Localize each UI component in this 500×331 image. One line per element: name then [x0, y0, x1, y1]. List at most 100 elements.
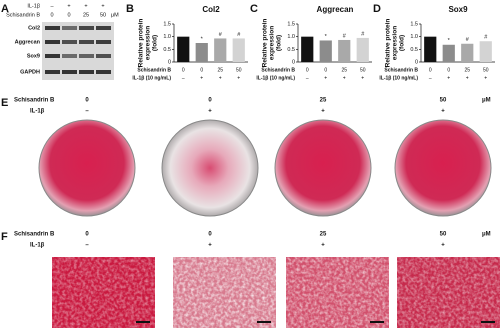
x-row-label: Schisandrin B	[261, 67, 295, 73]
row-value: 50	[440, 232, 447, 238]
band	[96, 40, 111, 44]
micrographs	[52, 257, 500, 328]
band-label: Sox9	[27, 53, 40, 59]
y-axis-label: (fold)	[399, 35, 406, 51]
significance-mark: *	[448, 38, 451, 44]
x-row-value: 0	[447, 67, 450, 73]
x-row-label: IL-1β (10 ng/mL)	[256, 75, 295, 81]
bar	[177, 36, 190, 62]
y-tick-label: 1.5	[410, 21, 418, 27]
significance-mark: #	[343, 33, 347, 39]
band	[62, 26, 77, 30]
micrograph-texture	[173, 257, 276, 328]
band	[79, 40, 94, 44]
y-axis-label: expression	[392, 26, 399, 60]
bar	[461, 43, 474, 62]
row-value: +	[441, 243, 445, 249]
x-row-value: 25	[464, 67, 470, 73]
y-tick-label: 0.5	[410, 47, 418, 53]
band	[62, 54, 77, 58]
band	[96, 26, 111, 30]
band	[96, 70, 111, 74]
dish-photo	[38, 119, 136, 217]
micrograph-texture	[286, 257, 389, 328]
band	[45, 26, 60, 30]
row-value: 0	[208, 232, 212, 238]
blot-bands	[45, 26, 111, 74]
row-value: –	[50, 3, 54, 9]
y-tick-label: 0	[168, 59, 171, 65]
chart-title: Sox9	[448, 5, 468, 14]
y-axis-label: Relative protein	[138, 19, 145, 68]
significance-mark: *	[201, 36, 204, 42]
bar	[301, 36, 314, 62]
band	[79, 70, 94, 74]
row-label: IL-1β	[27, 3, 40, 9]
band	[96, 54, 111, 58]
panel-letter: C	[250, 3, 258, 15]
x-row-value: 50	[360, 67, 366, 73]
row-value: 0	[85, 98, 89, 104]
row-value: –	[85, 243, 89, 249]
row-label: Schisandrin B	[14, 98, 55, 104]
significance-mark: *	[325, 34, 328, 40]
row-value: +	[321, 109, 325, 115]
row-value: +	[208, 243, 212, 249]
panel-letter: A	[1, 3, 9, 15]
x-row-label: IL-1β (10 ng/mL)	[132, 75, 171, 81]
x-row-value: +	[447, 75, 450, 81]
y-tick-label: 1.0	[287, 34, 295, 40]
band	[45, 70, 60, 74]
y-axis-label: Relative protein	[262, 19, 269, 68]
bar	[356, 37, 369, 62]
row-value: +	[208, 109, 212, 115]
x-row-label: Schisandrin B	[137, 67, 171, 73]
x-row-value: 50	[483, 67, 489, 73]
panel-letter: E	[1, 97, 8, 109]
significance-mark: #	[484, 35, 488, 41]
band	[62, 40, 77, 44]
y-axis-label: Relative protein	[385, 19, 392, 68]
unit-label: μM	[482, 98, 491, 104]
x-row-value: 0	[200, 67, 203, 73]
x-row-value: 0	[182, 67, 185, 73]
x-row-value: +	[466, 75, 469, 81]
significance-mark: #	[219, 32, 223, 38]
row-label: IL-1β	[30, 243, 45, 249]
row-label: IL-1β	[30, 109, 45, 115]
unit-label: μM	[482, 232, 491, 238]
row-value: –	[85, 109, 89, 115]
row-label: Schisandrin B	[6, 12, 40, 18]
bar	[479, 41, 492, 62]
dish-photo	[394, 119, 492, 217]
band	[62, 70, 77, 74]
y-tick-label: 1.5	[287, 21, 295, 27]
panel-letter: B	[126, 3, 134, 15]
panel-letter: D	[373, 3, 381, 15]
row-value: 0	[85, 232, 89, 238]
y-axis-label: expression	[269, 26, 276, 60]
x-row-value: +	[200, 75, 203, 81]
bar	[424, 36, 437, 62]
y-tick-label: 1.5	[163, 21, 171, 27]
row-value: 0	[208, 98, 212, 104]
x-row-value: +	[237, 75, 240, 81]
row-value: 0	[50, 12, 53, 18]
row-label: Schisandrin B	[14, 232, 55, 238]
row-value: +	[321, 243, 325, 249]
bar	[195, 43, 208, 62]
y-tick-label: 1.0	[163, 34, 171, 40]
row-value: +	[84, 3, 87, 9]
y-tick-label: 0	[415, 59, 418, 65]
x-row-label: Schisandrin B	[384, 67, 418, 73]
western-blot	[42, 22, 114, 80]
band-label: GAPDH	[20, 69, 40, 75]
micrograph-texture	[52, 257, 155, 328]
bar	[442, 44, 455, 62]
row-value: 50	[100, 12, 106, 18]
y-tick-label: 0	[292, 59, 295, 65]
x-row-value: 0	[324, 67, 327, 73]
row-value: 0	[67, 12, 70, 18]
x-row-value: +	[219, 75, 222, 81]
